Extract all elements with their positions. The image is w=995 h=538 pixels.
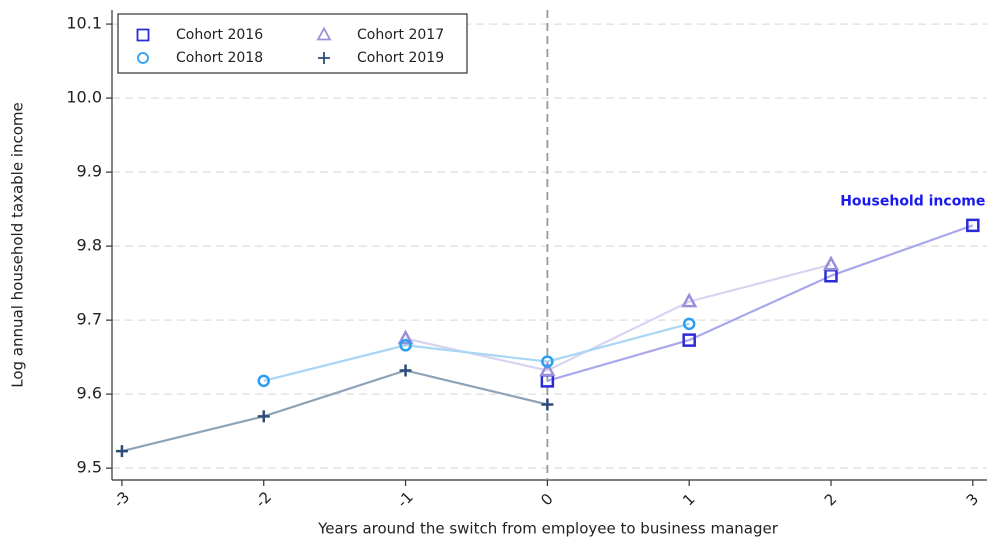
marker <box>681 292 698 308</box>
marker <box>822 255 840 271</box>
marker <box>541 355 554 368</box>
y-tick-label: 10.1 <box>66 14 102 33</box>
y-tick-label: 9.8 <box>77 236 102 255</box>
series-line <box>405 263 832 372</box>
series-line <box>263 322 690 382</box>
legend-marker <box>318 52 330 64</box>
series-line <box>121 369 548 453</box>
marker <box>682 317 696 331</box>
marker <box>966 218 980 233</box>
y-axis-label: Log annual household taxable income <box>9 102 27 388</box>
legend-label: Cohort 2016 <box>176 27 263 43</box>
legend-marker <box>316 26 332 41</box>
marker <box>397 329 414 345</box>
marker <box>539 361 556 377</box>
x-tick-label: 0 <box>537 490 556 509</box>
marker <box>257 374 270 387</box>
x-tick-label: -3 <box>110 488 133 511</box>
legend-label: Cohort 2017 <box>357 27 444 43</box>
x-tick-label: 1 <box>679 490 698 509</box>
marker <box>115 445 128 458</box>
marker <box>399 364 412 377</box>
legend-box <box>117 13 468 74</box>
x-axis-label: Years around the switch from employee to… <box>317 520 779 538</box>
annotation: Household income <box>840 194 985 210</box>
legend-label: Cohort 2018 <box>176 50 263 66</box>
x-tick-label: 3 <box>963 490 982 509</box>
marker <box>399 339 412 352</box>
y-tick-label: 9.9 <box>77 162 102 181</box>
series-line <box>547 224 974 382</box>
legend-marker <box>136 28 150 42</box>
marker <box>257 410 270 423</box>
marker <box>541 398 554 411</box>
x-tick-label: 2 <box>821 490 840 509</box>
legend-label: Cohort 2019 <box>357 50 444 66</box>
legend-marker <box>137 52 149 64</box>
marker <box>682 333 696 347</box>
y-tick-label: 10.0 <box>66 88 102 107</box>
y-tick-label: 9.6 <box>77 384 102 403</box>
x-tick-label: -1 <box>394 488 417 511</box>
x-tick-label: -2 <box>252 488 275 511</box>
y-tick-label: 9.7 <box>77 310 102 329</box>
y-tick-label: 9.5 <box>77 458 102 477</box>
